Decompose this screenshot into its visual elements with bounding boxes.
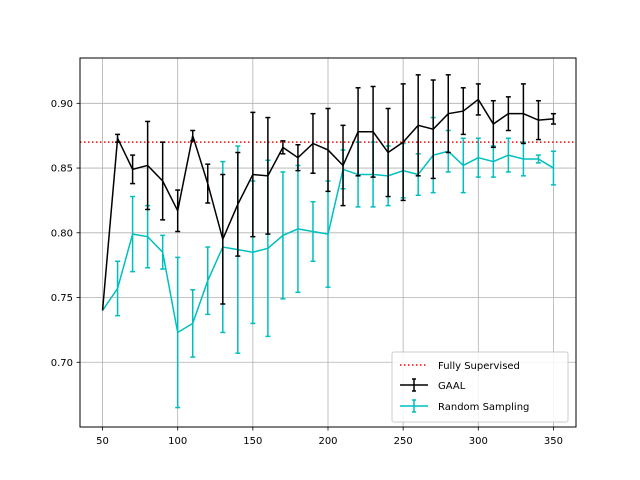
error-bar-gaal [205,163,211,204]
error-bar-gaal [460,87,466,136]
error-bar-gaal [550,112,556,125]
error-bar-random-sampling [535,154,541,164]
legend: Fully Supervised GAAL Random Sampling [391,351,569,423]
error-bar-gaal [130,154,136,185]
error-bar-gaal [295,143,301,172]
error-bar-gaal [535,99,541,141]
error-bar-random-sampling [160,234,166,270]
error-bar-gaal [190,129,196,142]
error-bar-gaal [475,83,481,116]
error-bar-gaal [265,116,271,235]
error-bar-gaal [340,124,346,207]
x-tick-label: 200 [318,436,337,447]
error-bar-random-sampling [310,200,316,263]
x-tick-label: 350 [544,436,563,447]
error-bar-gaal [355,87,361,177]
error-bar-gaal [115,133,121,143]
x-tick-label: 300 [469,436,488,447]
error-bar-gaal [250,111,256,238]
error-bar-gaal [145,120,151,211]
error-bar-random-sampling [550,150,556,186]
error-bar-random-sampling [280,171,286,300]
error-bar-random-sampling [115,260,121,317]
error-bar-gaal [370,85,376,178]
y-tick-label: 0.90 [51,99,73,110]
legend-label-gaal: GAAL [438,381,466,392]
y-tick-label: 0.75 [51,293,73,304]
error-bar-gaal [505,96,511,132]
y-axis: 0.70 0.75 0.80 0.85 0.90 [51,99,80,369]
error-bar-gaal [325,107,331,193]
error-bar-gaal [310,112,316,174]
error-bar-gaal [235,151,241,257]
x-tick-label: 250 [394,436,413,447]
legend-label-random-sampling: Random Sampling [438,402,529,413]
error-bar-gaal [175,189,181,233]
series-layer [101,74,556,409]
error-bar-gaal [520,83,526,145]
error-bar-random-sampling [505,137,511,173]
x-tick-label: 50 [96,436,109,447]
legend-label-fully-supervised: Fully Supervised [438,361,520,372]
x-tick-label: 100 [168,436,187,447]
error-bar-gaal [280,140,286,155]
legend-swatch-random-sampling [400,399,428,413]
error-bar-random-sampling [130,195,136,273]
error-bar-random-sampling [175,256,181,409]
error-bar-random-sampling [460,137,466,194]
error-bar-random-sampling [205,246,211,316]
y-tick-label: 0.85 [51,164,73,175]
x-tick-label: 150 [243,436,262,447]
error-bar-gaal [220,173,226,305]
series-gaal [101,74,556,311]
y-tick-label: 0.70 [51,358,73,369]
error-bar-gaal [490,99,496,149]
legend-swatch-gaal [400,378,428,392]
error-bar-gaal [415,74,421,177]
error-bar-random-sampling [475,137,481,178]
error-bar-gaal [430,79,436,180]
legend-box [391,351,569,423]
y-tick-label: 0.80 [51,228,73,239]
error-bar-gaal [445,74,451,154]
x-axis: 50 100 150 200 250 300 350 [96,427,563,447]
error-bar-gaal [385,107,391,198]
error-bar-random-sampling [190,289,196,358]
error-bar-gaal [400,83,406,202]
error-bar-gaal [160,141,166,221]
